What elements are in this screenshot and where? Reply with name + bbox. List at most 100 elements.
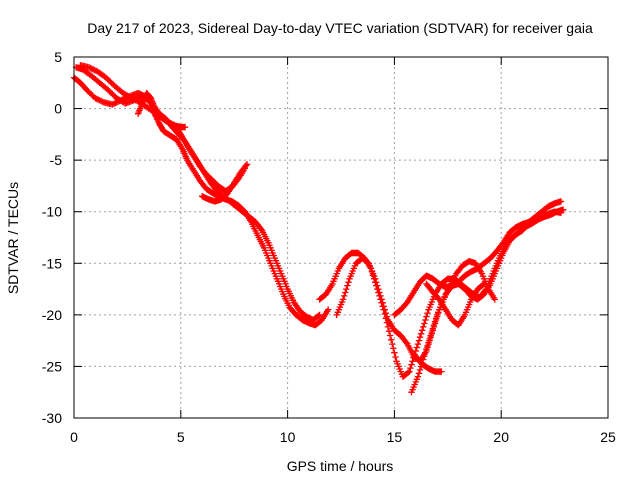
- data-point: [425, 339, 432, 346]
- data-point: [99, 98, 106, 105]
- data-point: [422, 316, 429, 324]
- series-track-9: [408, 258, 498, 396]
- data-point: [131, 96, 138, 103]
- data-point: [257, 225, 265, 233]
- data-point: [181, 123, 189, 131]
- series-track-4: [134, 89, 189, 131]
- data-point: [377, 292, 384, 300]
- data-point: [431, 318, 439, 325]
- x-tick-label: 15: [387, 429, 403, 445]
- data-point: [110, 92, 118, 99]
- data-point: [373, 279, 380, 286]
- y-tick-labels: 5 0 -5 -10 -15 -20 -25 -30: [42, 49, 62, 426]
- x-tick-label: 10: [280, 429, 296, 445]
- data-point: [382, 309, 390, 317]
- data-point: [426, 335, 433, 343]
- data-point: [409, 358, 416, 365]
- data-point: [93, 95, 100, 103]
- x-tick-labels: 0 5 10 15 20 25: [70, 429, 616, 445]
- data-point: [112, 99, 119, 107]
- data-point: [343, 285, 350, 293]
- data-point: [345, 279, 352, 286]
- x-tick-label: 5: [177, 429, 185, 445]
- data-point: [430, 322, 438, 329]
- y-tick-label: -25: [42, 358, 62, 374]
- data-point: [480, 280, 488, 288]
- data-point: [417, 330, 425, 337]
- data-point: [419, 327, 426, 334]
- data-point: [414, 373, 422, 380]
- data-point: [415, 337, 423, 344]
- data-point: [243, 161, 251, 168]
- data-point: [375, 285, 382, 293]
- data-point: [90, 66, 97, 73]
- data-point: [95, 96, 102, 103]
- data-point: [389, 340, 396, 348]
- data-point: [339, 296, 347, 303]
- data-point: [391, 349, 398, 356]
- data-point: [129, 95, 137, 103]
- data-point: [89, 92, 96, 99]
- series-track-8: [391, 208, 565, 319]
- data-point: [422, 349, 429, 356]
- data-point: [315, 312, 322, 319]
- data-point: [87, 90, 95, 98]
- data-point: [316, 311, 323, 319]
- data-point: [414, 340, 422, 348]
- data-point: [392, 353, 399, 361]
- data-point: [406, 368, 413, 375]
- data-point: [416, 366, 424, 374]
- data-point: [416, 334, 424, 341]
- series-track-10: [423, 280, 488, 329]
- data-point: [421, 352, 428, 360]
- data-point: [402, 339, 410, 346]
- y-tick-label: -15: [42, 255, 62, 271]
- y-tick-label: 5: [54, 49, 62, 65]
- data-point: [342, 289, 349, 296]
- data-point: [438, 368, 445, 375]
- x-tick-label: 20: [493, 429, 509, 445]
- y-tick-label: 0: [54, 101, 62, 117]
- data-point: [432, 315, 440, 322]
- x-tick-label: 0: [70, 429, 78, 445]
- data-point: [376, 289, 383, 296]
- data-point: [379, 299, 386, 306]
- data-point: [364, 259, 371, 266]
- chart-title: Day 217 of 2023, Sidereal Day-to-day VTE…: [87, 20, 593, 36]
- data-point: [242, 162, 250, 169]
- data-point: [479, 281, 487, 288]
- data-point: [88, 65, 95, 72]
- data-series: [70, 62, 567, 396]
- data-point: [407, 364, 414, 372]
- data-point: [424, 309, 431, 317]
- data-point: [557, 198, 565, 205]
- data-point: [557, 209, 565, 216]
- data-point: [134, 97, 141, 105]
- y-tick-label: -30: [42, 410, 62, 426]
- data-point: [85, 64, 93, 71]
- data-point: [415, 370, 423, 377]
- y-tick-label: -10: [42, 204, 62, 220]
- data-point: [87, 64, 94, 72]
- data-point: [390, 345, 397, 352]
- data-point: [428, 328, 435, 336]
- data-point: [104, 75, 111, 83]
- x-tick-label: 25: [600, 429, 616, 445]
- data-point: [372, 275, 379, 282]
- data-point: [110, 100, 118, 107]
- data-point: [405, 369, 412, 376]
- y-axis-label: SDTVAR / TECUs: [5, 182, 21, 294]
- data-point: [97, 97, 105, 105]
- data-point: [380, 303, 387, 310]
- data-point: [374, 282, 381, 289]
- y-tick-label: -20: [42, 307, 62, 323]
- data-point: [429, 325, 436, 332]
- plot-frame: [73, 56, 609, 419]
- data-point: [388, 336, 395, 343]
- data-point: [325, 306, 332, 313]
- data-point: [423, 313, 430, 320]
- data-point: [378, 296, 385, 303]
- data-point: [424, 342, 431, 349]
- data-point: [344, 282, 351, 289]
